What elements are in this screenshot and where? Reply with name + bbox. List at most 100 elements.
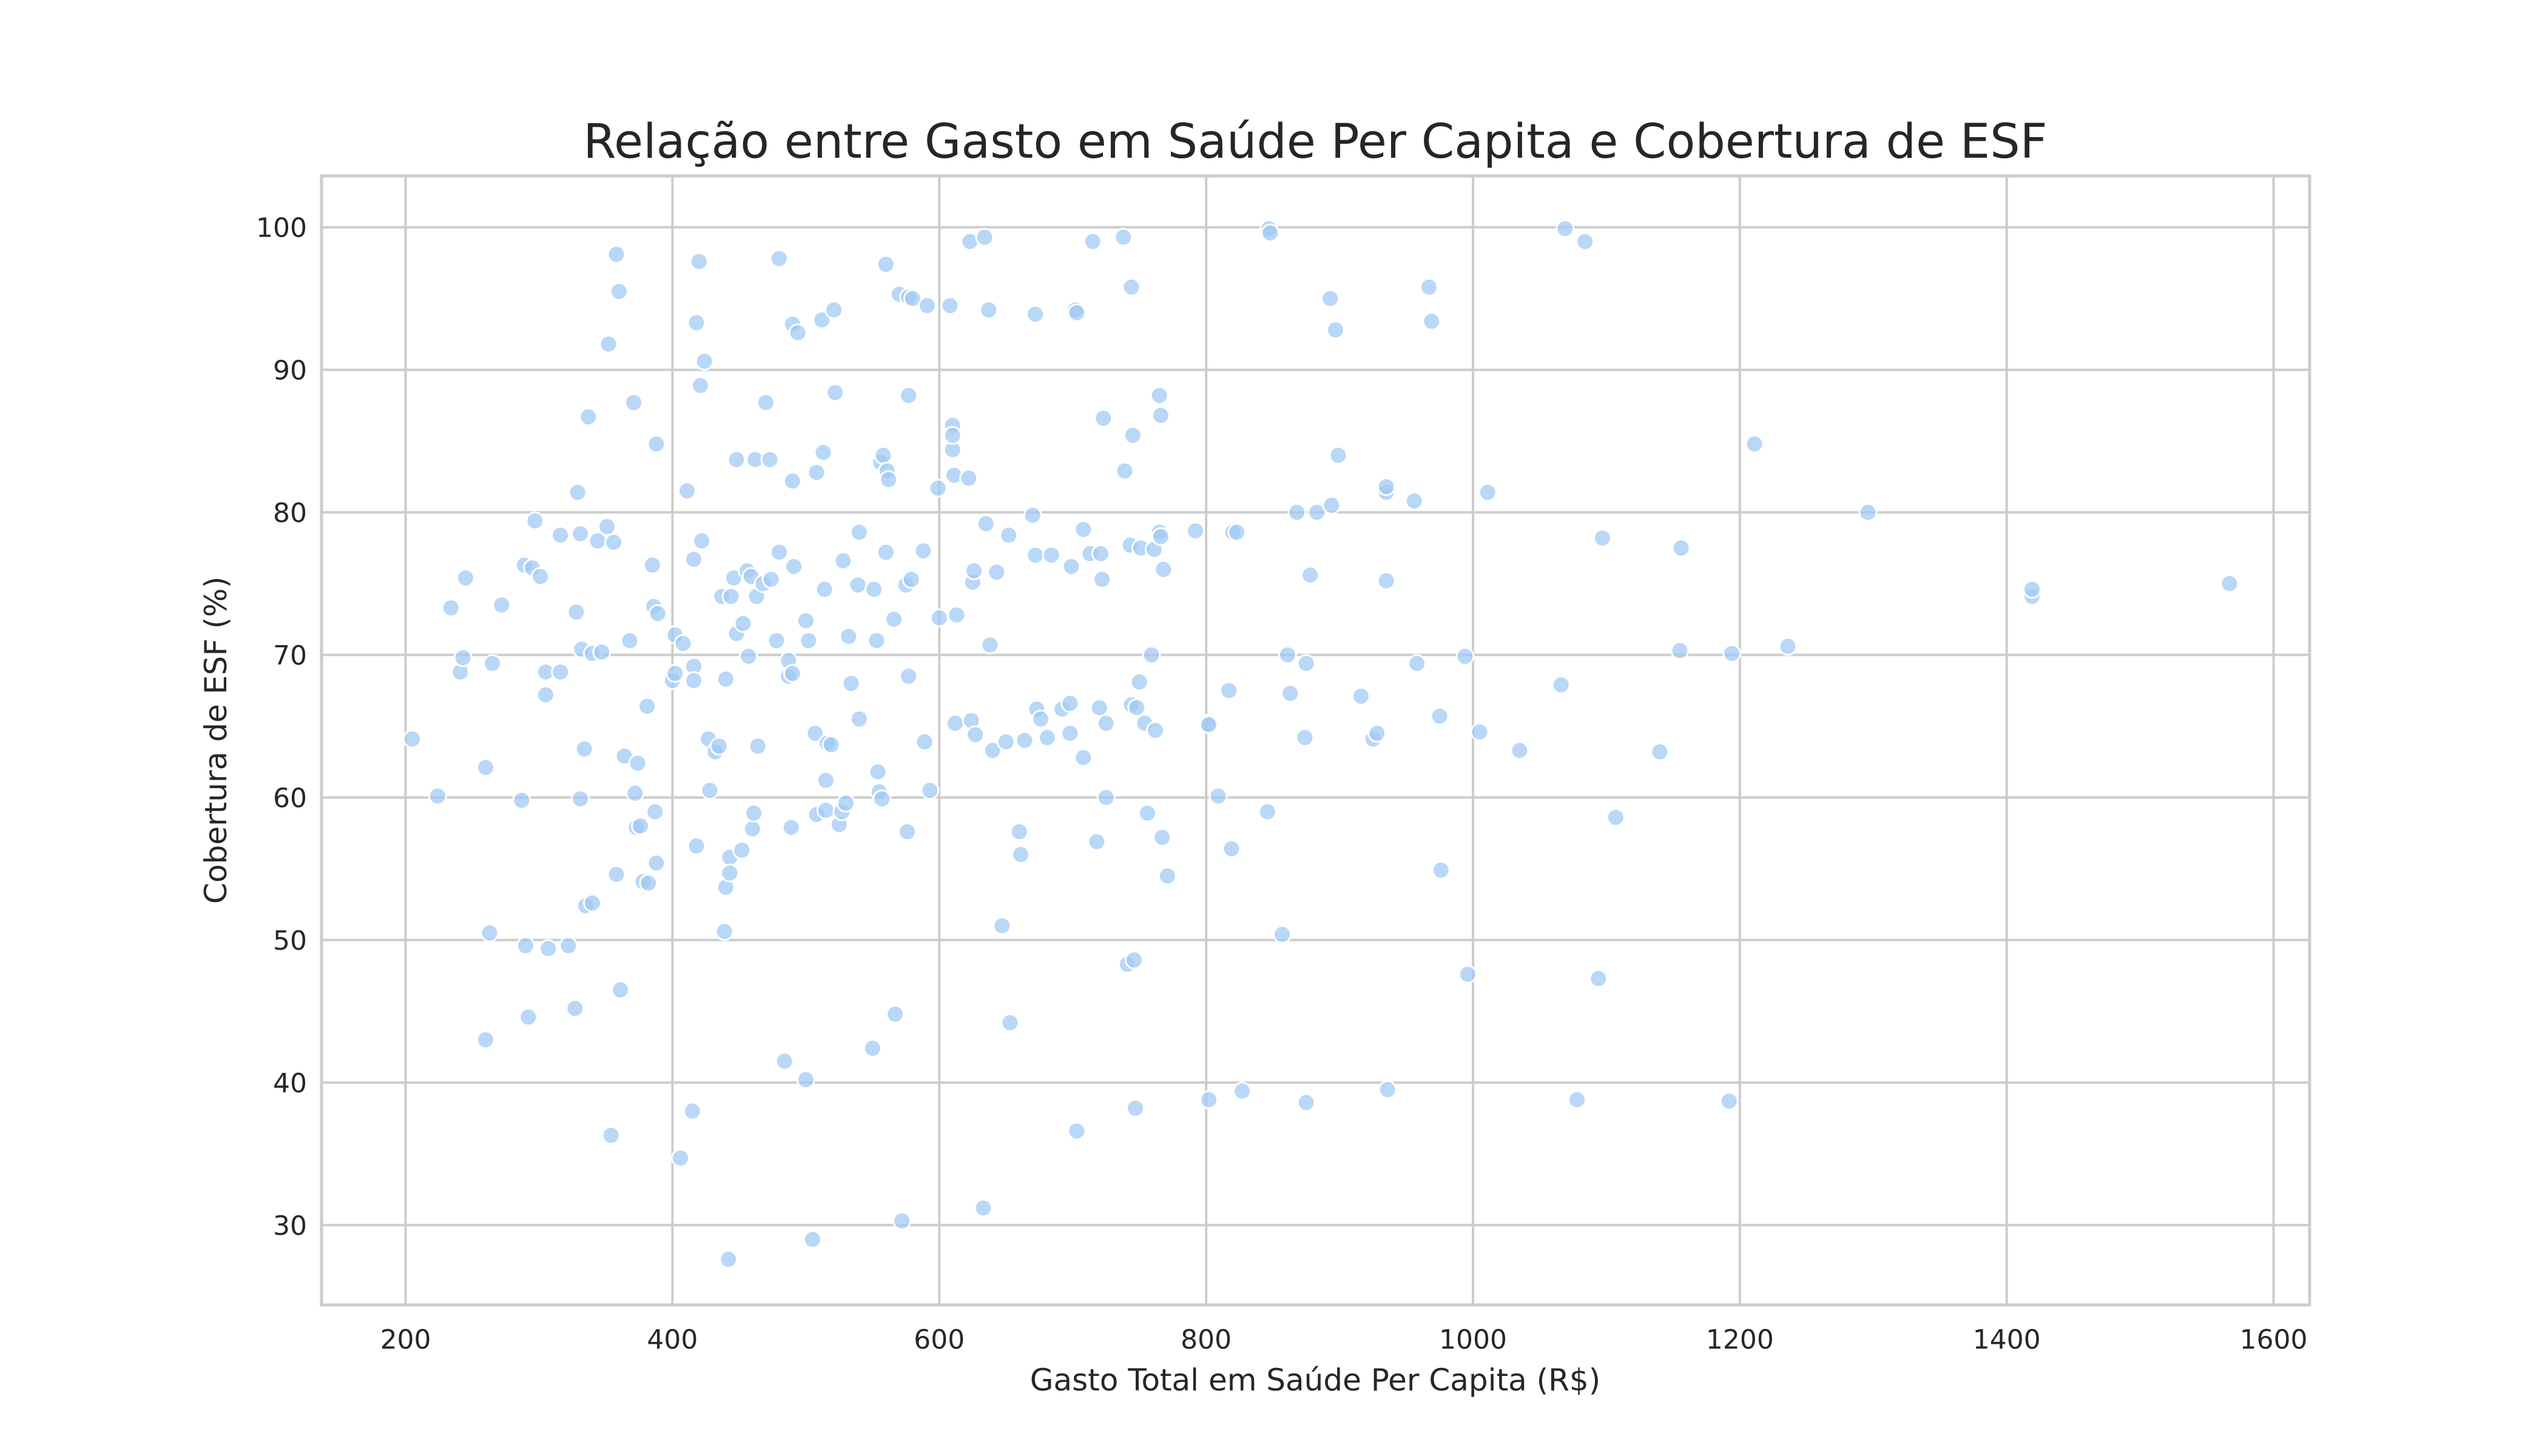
scatter-point [684, 671, 704, 690]
scatter-point [453, 648, 473, 667]
scatter-point [999, 525, 1019, 545]
scatter-point [516, 936, 535, 956]
scatter-point [876, 255, 895, 274]
scatter-point [1093, 570, 1112, 589]
scatter-point [1150, 386, 1169, 405]
scatter-point [682, 1101, 702, 1121]
x-tick-label: 1000 [1439, 1324, 1507, 1355]
scatter-point [604, 533, 624, 552]
scatter-point [744, 803, 764, 823]
scatter-point [876, 542, 895, 562]
scatter-point [1281, 684, 1300, 703]
scatter-point [476, 1030, 496, 1050]
scatter-point [684, 550, 704, 569]
scatter-point [1142, 645, 1161, 665]
scatter-point [648, 604, 667, 623]
scatter-point [915, 732, 934, 752]
scatter-point [1146, 721, 1165, 740]
scatter-point [525, 511, 545, 531]
scatter-point [1576, 232, 1595, 251]
scatter-point [821, 735, 841, 755]
y-tick-label: 60 [273, 783, 307, 814]
scatter-point [403, 729, 422, 749]
x-tick-label: 800 [1181, 1324, 1232, 1355]
scatter-point [885, 610, 904, 629]
scatter-point [867, 631, 886, 650]
scatter-point [2220, 574, 2239, 593]
scatter-point [492, 595, 511, 615]
scatter-point [748, 736, 767, 756]
scatter-point [1233, 1082, 1252, 1101]
scatter-point [1023, 505, 1042, 525]
scatter-point [1478, 483, 1497, 502]
scatter-point [536, 685, 555, 704]
y-tick-label: 50 [273, 925, 307, 956]
scatter-point [476, 758, 496, 777]
scatter-point [598, 517, 617, 536]
scatter-point [715, 922, 734, 941]
scatter-point [799, 631, 818, 650]
scatter-point [692, 531, 712, 551]
x-tick-label: 600 [914, 1324, 965, 1355]
scatter-point [1377, 571, 1396, 590]
scatter-point [607, 864, 626, 884]
scatter-point [567, 602, 586, 622]
scatter-point [849, 709, 869, 729]
scatter-point [1278, 645, 1297, 665]
scatter-point [1858, 503, 1878, 522]
scatter-point [816, 770, 835, 790]
scatter-point [1151, 406, 1170, 425]
scatter-point [1404, 491, 1424, 511]
scatter-point [628, 753, 647, 773]
scatter-point [609, 281, 629, 301]
x-tick-label: 1400 [1973, 1324, 2041, 1355]
scatter-point [720, 863, 740, 883]
scatter-point [781, 818, 801, 837]
scatter-point [824, 300, 844, 320]
scatter-point [743, 819, 762, 838]
scatter-point [868, 762, 888, 781]
scatter-point [1650, 742, 1670, 761]
scatter-point [1307, 503, 1327, 522]
scatter-point [959, 468, 979, 488]
scatter-point [631, 816, 650, 835]
scatter-point [1090, 698, 1109, 717]
scatter-point [1151, 527, 1170, 546]
scatter-point [700, 781, 720, 800]
scatter-point [695, 351, 714, 371]
scatter-point [834, 551, 853, 570]
scatter-point [1222, 839, 1241, 858]
scatter-point [1295, 728, 1315, 747]
scatter-point [1273, 925, 1292, 944]
x-tick-label: 400 [647, 1324, 698, 1355]
scatter-point [864, 579, 884, 599]
scatter-point [1009, 822, 1029, 841]
y-tick-label: 100 [256, 213, 307, 244]
scatter-point [733, 614, 753, 633]
scatter-point [671, 1148, 690, 1168]
scatter-point [551, 662, 570, 682]
scatter-point [1138, 803, 1157, 823]
scatter-point [647, 854, 666, 873]
scatter-point [1455, 647, 1475, 666]
scatter-point [531, 567, 550, 586]
scatter-point [1153, 827, 1172, 847]
scatter-point [607, 244, 626, 264]
scatter-point [928, 479, 948, 498]
scatter-point [940, 296, 960, 315]
scatter-point [914, 541, 933, 561]
scatter-point [803, 1230, 822, 1249]
scatter-point [1422, 312, 1441, 331]
scatter-point [1326, 320, 1345, 340]
scatter-point [739, 647, 758, 666]
scatter-point [559, 936, 578, 956]
scatter-point [1124, 950, 1144, 969]
scatter-point [1114, 228, 1133, 247]
scatter-point [1671, 538, 1691, 558]
scatter-point [539, 939, 558, 959]
scatter-point [1778, 636, 1798, 656]
scatter-point [769, 249, 789, 268]
scatter-point [899, 386, 918, 405]
scatter-point [848, 575, 868, 595]
y-tick-label: 90 [273, 356, 307, 386]
